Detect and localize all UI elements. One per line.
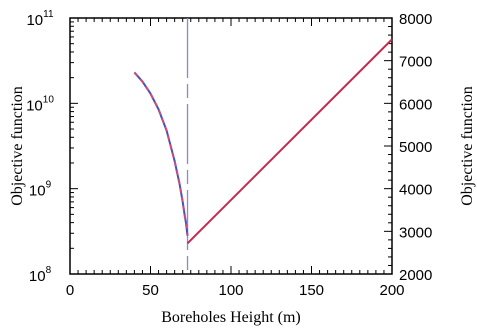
y-right-tick-label: 8000 — [399, 11, 432, 28]
tick-exponent: 8 — [46, 265, 52, 276]
tick-base: 10 — [29, 268, 46, 285]
x-tick-label: 100 — [218, 282, 243, 299]
ticks-group — [69, 17, 393, 275]
tick-base: 10 — [26, 97, 43, 114]
y-left-tick-label: 109 — [29, 180, 52, 200]
series-line-2 — [186, 38, 393, 244]
y-right-tick-label: 4000 — [399, 182, 432, 199]
x-tick-label: 0 — [66, 282, 74, 299]
x-tick-label: 50 — [142, 282, 159, 299]
tick-exponent: 11 — [43, 9, 54, 20]
y-right-tick-label: 3000 — [399, 224, 432, 241]
plot-frame — [69, 17, 393, 275]
series-group — [133, 38, 393, 244]
y-right-tick-label: 5000 — [399, 139, 432, 156]
y-axis-left-label: Objective function — [9, 86, 26, 206]
y-axis-right-label: Objective function — [459, 86, 476, 206]
x-tick-label: 150 — [299, 282, 324, 299]
y-left-tick-label: 1011 — [26, 9, 54, 29]
series-line-1 — [133, 71, 189, 236]
tick-base: 10 — [26, 12, 43, 29]
x-axis-label: Boreholes Height (m) — [161, 309, 301, 326]
y-right-tick-label: 7000 — [399, 54, 432, 71]
series-line-0 — [133, 71, 189, 236]
y-right-tick-label: 6000 — [399, 96, 432, 113]
y-left-tick-label: 108 — [29, 265, 52, 285]
y-right-tick-label: 2000 — [399, 267, 432, 284]
tick-labels-group: 0 50 100 150 2001081091010101120003000400050… — [26, 9, 432, 299]
y-left-tick-label: 1010 — [26, 94, 54, 114]
tick-exponent: 10 — [43, 94, 55, 105]
tick-exponent: 9 — [46, 180, 52, 191]
tick-base: 10 — [29, 183, 46, 200]
x-tick-label: 200 — [379, 282, 404, 299]
